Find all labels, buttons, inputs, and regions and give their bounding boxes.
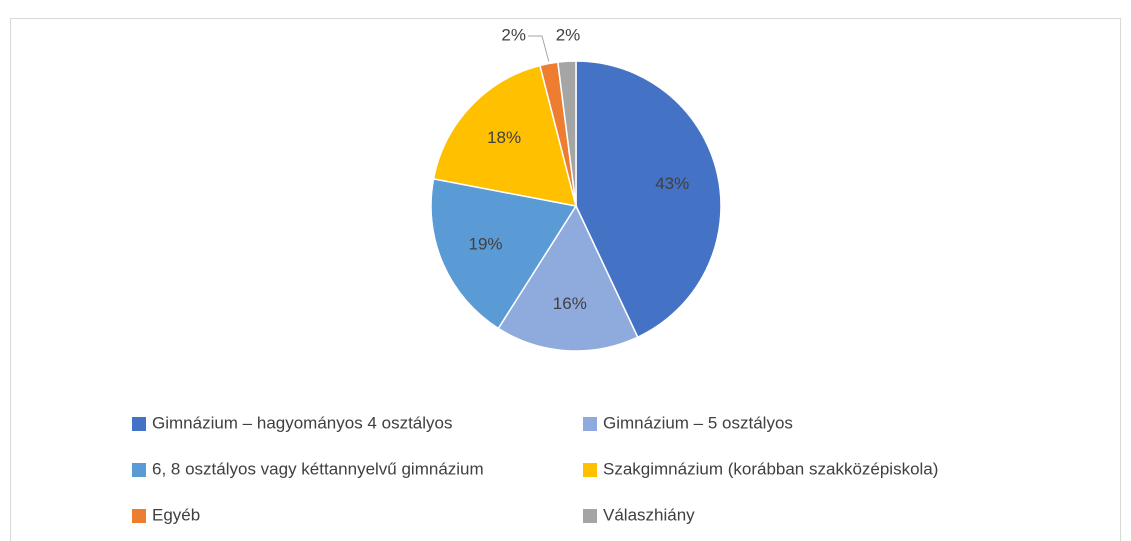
data-label: 16% bbox=[553, 294, 587, 313]
data-label: 43% bbox=[655, 174, 689, 193]
legend-swatch bbox=[583, 417, 597, 431]
legend-swatch bbox=[583, 463, 597, 477]
leader-line bbox=[528, 35, 550, 62]
data-label: 2% bbox=[501, 25, 526, 44]
data-label: 18% bbox=[487, 128, 521, 147]
legend-label: Egyéb bbox=[152, 505, 200, 524]
legend-label: 6, 8 osztályos vagy kéttannyelvű gimnázi… bbox=[152, 459, 484, 478]
legend-swatch bbox=[583, 509, 597, 523]
pie-slice bbox=[575, 60, 722, 339]
legend-label: Válaszhiány bbox=[603, 505, 695, 524]
pie-slice bbox=[497, 204, 639, 352]
pie-slice bbox=[430, 177, 578, 330]
pie-slice bbox=[432, 64, 578, 207]
legend-swatch bbox=[132, 509, 146, 523]
legend-label: Gimnázium – hagyományos 4 osztályos bbox=[152, 413, 452, 432]
legend-swatch bbox=[132, 463, 146, 477]
pie-slice bbox=[556, 60, 577, 207]
data-label: 19% bbox=[468, 235, 502, 254]
data-label: 2% bbox=[556, 25, 581, 44]
legend-label: Szakgimnázium (korábban szakközépiskola) bbox=[603, 459, 938, 478]
legend-label: Gimnázium – 5 osztályos bbox=[603, 413, 793, 432]
legend-swatch bbox=[132, 417, 146, 431]
